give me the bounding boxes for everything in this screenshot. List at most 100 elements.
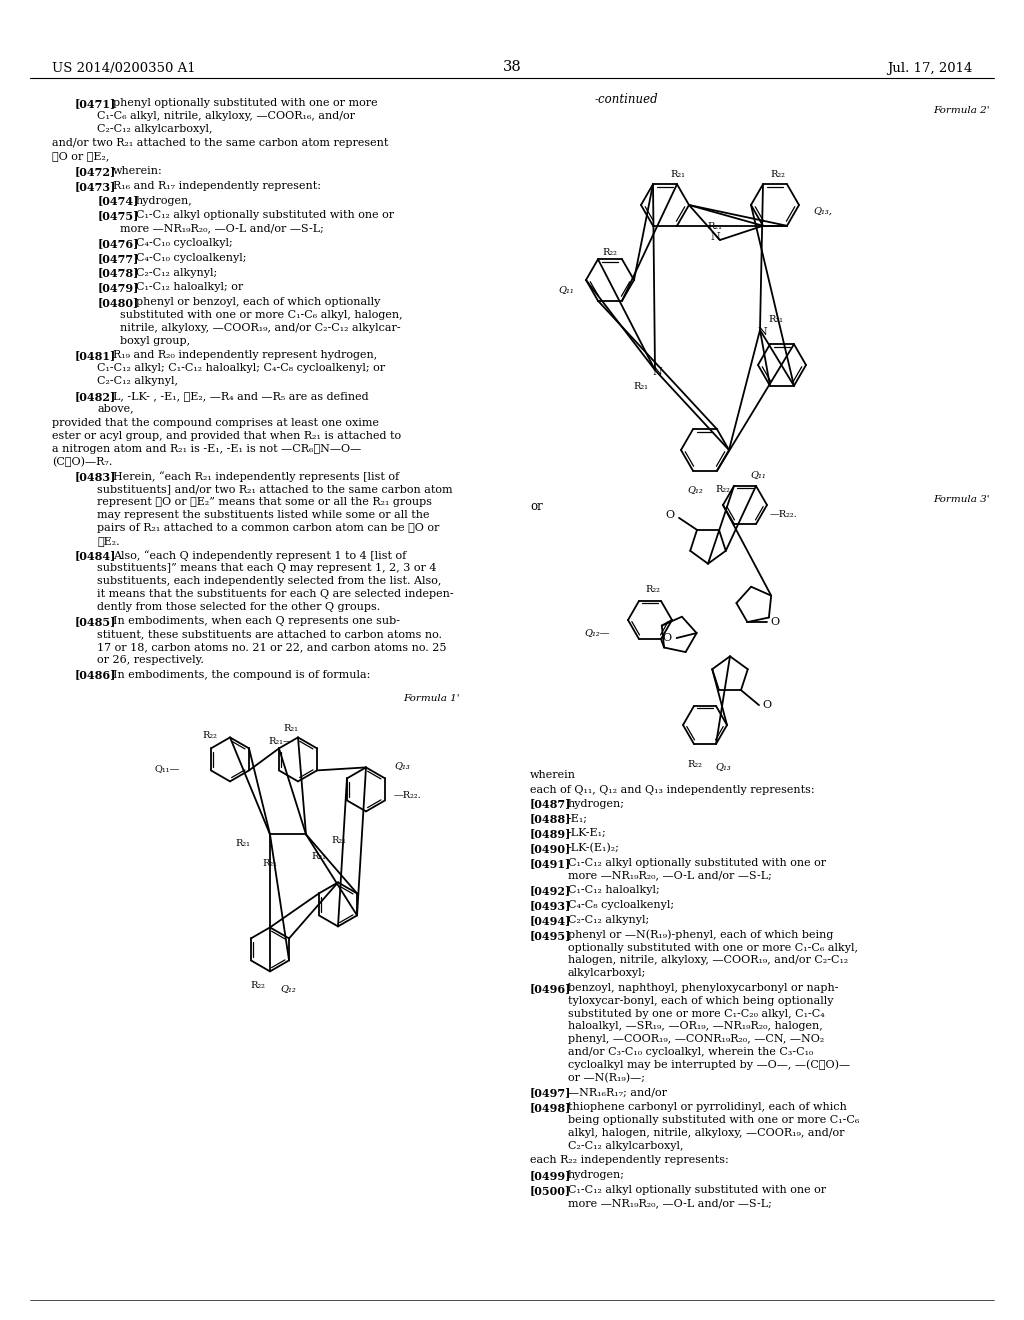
Text: or —N(R₁₉)—;: or —N(R₁₉)—; — [568, 1073, 645, 1082]
Text: C₁-C₁₂ haloalkyl;: C₁-C₁₂ haloalkyl; — [568, 886, 659, 895]
Text: [0490]: [0490] — [530, 843, 571, 854]
Text: -LK-E₁;: -LK-E₁; — [568, 828, 607, 838]
Text: [0471]: [0471] — [75, 98, 117, 110]
Text: C₂-C₁₂ alkynyl;: C₂-C₁₂ alkynyl; — [568, 915, 649, 925]
Text: US 2014/0200350 A1: US 2014/0200350 A1 — [52, 62, 196, 75]
Text: [0491]: [0491] — [530, 858, 571, 869]
Text: may represent the substituents listed while some or all the: may represent the substituents listed wh… — [97, 510, 429, 520]
Text: R₂₁: R₂₁ — [708, 222, 723, 231]
Text: more —NR₁₉R₂₀, —O-L and/or —S-L;: more —NR₁₉R₂₀, —O-L and/or —S-L; — [120, 223, 324, 234]
Text: Formula 3': Formula 3' — [933, 495, 990, 504]
Text: R₂₁: R₂₁ — [262, 859, 278, 869]
Text: [0489]: [0489] — [530, 828, 571, 840]
Text: Formula 2': Formula 2' — [933, 106, 990, 115]
Text: [0497]: [0497] — [530, 1088, 571, 1098]
Text: optionally substituted with one or more C₁-C₆ alkyl,: optionally substituted with one or more … — [568, 942, 858, 953]
Text: R₂₁: R₂₁ — [768, 315, 783, 323]
Text: O: O — [762, 700, 771, 710]
Text: N: N — [710, 232, 720, 242]
Text: O: O — [663, 634, 672, 643]
Text: phenyl, —COOR₁₉, —CONR₁₉R₂₀, —CN, —NO₂: phenyl, —COOR₁₉, —CONR₁₉R₂₀, —CN, —NO₂ — [568, 1034, 824, 1044]
Text: wherein: wherein — [530, 770, 575, 780]
Text: ⋯E₂.: ⋯E₂. — [97, 536, 120, 545]
Text: [0478]: [0478] — [98, 268, 139, 279]
Text: Q₁₁—: Q₁₁— — [155, 764, 180, 774]
Text: C₂-C₁₂ alkynyl,: C₂-C₁₂ alkynyl, — [97, 376, 178, 385]
Text: hydrogen;: hydrogen; — [568, 799, 625, 809]
Text: stituent, these substituents are attached to carbon atoms no.: stituent, these substituents are attache… — [97, 630, 442, 639]
Text: dently from those selected for the other Q groups.: dently from those selected for the other… — [97, 602, 380, 611]
Text: R₂₁: R₂₁ — [311, 853, 326, 862]
Text: nitrile, alkyloxy, —COOR₁₉, and/or C₂-C₁₂ alkylcar-: nitrile, alkyloxy, —COOR₁₉, and/or C₂-C₁… — [120, 323, 400, 333]
Text: substituted with one or more C₁-C₆ alkyl, halogen,: substituted with one or more C₁-C₆ alkyl… — [120, 310, 402, 319]
Text: ester or acyl group, and provided that when R₂₁ is attached to: ester or acyl group, and provided that w… — [52, 432, 401, 441]
Text: [0473]: [0473] — [75, 181, 117, 191]
Text: R₂₂: R₂₂ — [687, 760, 701, 770]
Text: R₂₁: R₂₁ — [283, 725, 298, 734]
Text: and/or two R₂₁ attached to the same carbon atom represent: and/or two R₂₁ attached to the same carb… — [52, 139, 388, 148]
Text: N: N — [652, 367, 662, 378]
Text: pairs of R₂₁ attached to a common carbon atom can be ⋯O or: pairs of R₂₁ attached to a common carbon… — [97, 523, 439, 533]
Text: substituents]” means that each Q may represent 1, 2, 3 or 4: substituents]” means that each Q may rep… — [97, 564, 436, 573]
Text: hydrogen;: hydrogen; — [568, 1171, 625, 1180]
Text: more —NR₁₉R₂₀, —O-L and/or —S-L;: more —NR₁₉R₂₀, —O-L and/or —S-L; — [568, 1197, 772, 1208]
Text: [0484]: [0484] — [75, 550, 117, 561]
Text: [0488]: [0488] — [530, 813, 571, 825]
Text: [0495]: [0495] — [530, 929, 571, 941]
Text: Q₁₃: Q₁₃ — [715, 762, 731, 771]
Text: [0496]: [0496] — [530, 983, 571, 994]
Text: C₄-C₁₀ cycloalkyl;: C₄-C₁₀ cycloalkyl; — [136, 238, 232, 248]
Text: wherein:: wherein: — [113, 166, 163, 176]
Text: R₂₁: R₂₁ — [331, 837, 346, 845]
Text: [0477]: [0477] — [98, 253, 139, 264]
Text: it means that the substituents for each Q are selected indepen-: it means that the substituents for each … — [97, 589, 454, 599]
Text: R₂₁: R₂₁ — [633, 381, 648, 391]
Text: C₁-C₁₂ alkyl optionally substituted with one or: C₁-C₁₂ alkyl optionally substituted with… — [568, 858, 826, 867]
Text: [0487]: [0487] — [530, 799, 571, 809]
Text: N: N — [757, 327, 767, 337]
Text: more —NR₁₉R₂₀, —O-L and/or —S-L;: more —NR₁₉R₂₀, —O-L and/or —S-L; — [568, 871, 772, 880]
Text: benzoyl, naphthoyl, phenyloxycarbonyl or naph-: benzoyl, naphthoyl, phenyloxycarbonyl or… — [568, 983, 839, 993]
Text: [0475]: [0475] — [98, 210, 139, 222]
Text: R₂₂: R₂₂ — [202, 731, 217, 741]
Text: being optionally substituted with one or more C₁-C₆: being optionally substituted with one or… — [568, 1115, 859, 1125]
Text: substituents, each independently selected from the list. Also,: substituents, each independently selecte… — [97, 576, 441, 586]
Text: [0486]: [0486] — [75, 669, 117, 681]
Text: alkyl, halogen, nitrile, alkyloxy, —COOR₁₉, and/or: alkyl, halogen, nitrile, alkyloxy, —COOR… — [568, 1127, 845, 1138]
Text: thiophene carbonyl or pyrrolidinyl, each of which: thiophene carbonyl or pyrrolidinyl, each… — [568, 1102, 847, 1113]
Text: [0476]: [0476] — [98, 238, 139, 249]
Text: 17 or 18, carbon atoms no. 21 or 22, and carbon atoms no. 25: 17 or 18, carbon atoms no. 21 or 22, and… — [97, 642, 446, 652]
Text: ⋯O or ⋯E₂,: ⋯O or ⋯E₂, — [52, 152, 110, 161]
Text: R₂₁—: R₂₁— — [268, 738, 293, 746]
Text: R₂₂: R₂₂ — [770, 170, 784, 180]
Text: (C⋯O)—R₇.: (C⋯O)—R₇. — [52, 457, 113, 467]
Text: —R₂₂.: —R₂₂. — [770, 510, 798, 519]
Text: -continued: -continued — [595, 92, 658, 106]
Text: or: or — [530, 500, 543, 513]
Text: [0480]: [0480] — [98, 297, 139, 308]
Text: In embodiments, the compound is of formula:: In embodiments, the compound is of formu… — [113, 669, 371, 680]
Text: —NR₁₆R₁₇; and/or: —NR₁₆R₁₇; and/or — [568, 1088, 667, 1097]
Text: cycloalkyl may be interrupted by —O—, —(C⋯O)—: cycloalkyl may be interrupted by —O—, —(… — [568, 1060, 850, 1071]
Text: and/or C₃-C₁₀ cycloalkyl, wherein the C₃-C₁₀: and/or C₃-C₁₀ cycloalkyl, wherein the C₃… — [568, 1047, 813, 1057]
Text: [0498]: [0498] — [530, 1102, 571, 1113]
Text: C₁-C₁₂ alkyl optionally substituted with one or: C₁-C₁₂ alkyl optionally substituted with… — [136, 210, 394, 220]
Text: Q₁₁: Q₁₁ — [750, 470, 766, 479]
Text: R₂₂: R₂₂ — [715, 484, 730, 494]
Text: [0493]: [0493] — [530, 900, 571, 911]
Text: [0482]: [0482] — [75, 391, 117, 401]
Text: C₄-C₁₀ cycloalkenyl;: C₄-C₁₀ cycloalkenyl; — [136, 253, 247, 263]
Text: -E₁;: -E₁; — [568, 813, 588, 824]
Text: C₁-C₁₂ haloalkyl; or: C₁-C₁₂ haloalkyl; or — [136, 282, 244, 293]
Text: [0472]: [0472] — [75, 166, 117, 177]
Text: Herein, “each R₂₁ independently represents [list of: Herein, “each R₂₁ independently represen… — [113, 471, 399, 482]
Text: phenyl or benzoyl, each of which optionally: phenyl or benzoyl, each of which optiona… — [136, 297, 380, 308]
Text: a nitrogen atom and R₂₁ is -E₁, -E₁ is not —CR₆⋯N—O—: a nitrogen atom and R₂₁ is -E₁, -E₁ is n… — [52, 444, 361, 454]
Text: Q₁₃: Q₁₃ — [394, 762, 410, 771]
Text: -LK-(E₁)₂;: -LK-(E₁)₂; — [568, 843, 620, 853]
Text: boxyl group,: boxyl group, — [120, 335, 190, 346]
Text: substituted by one or more C₁-C₂₀ alkyl, C₁-C₄: substituted by one or more C₁-C₂₀ alkyl,… — [568, 1008, 824, 1019]
Text: C₄-C₈ cycloalkenyl;: C₄-C₈ cycloalkenyl; — [568, 900, 674, 911]
Text: [0492]: [0492] — [530, 886, 571, 896]
Text: represent ⋯O or ⋯E₂” means that some or all the R₂₁ groups: represent ⋯O or ⋯E₂” means that some or … — [97, 498, 432, 507]
